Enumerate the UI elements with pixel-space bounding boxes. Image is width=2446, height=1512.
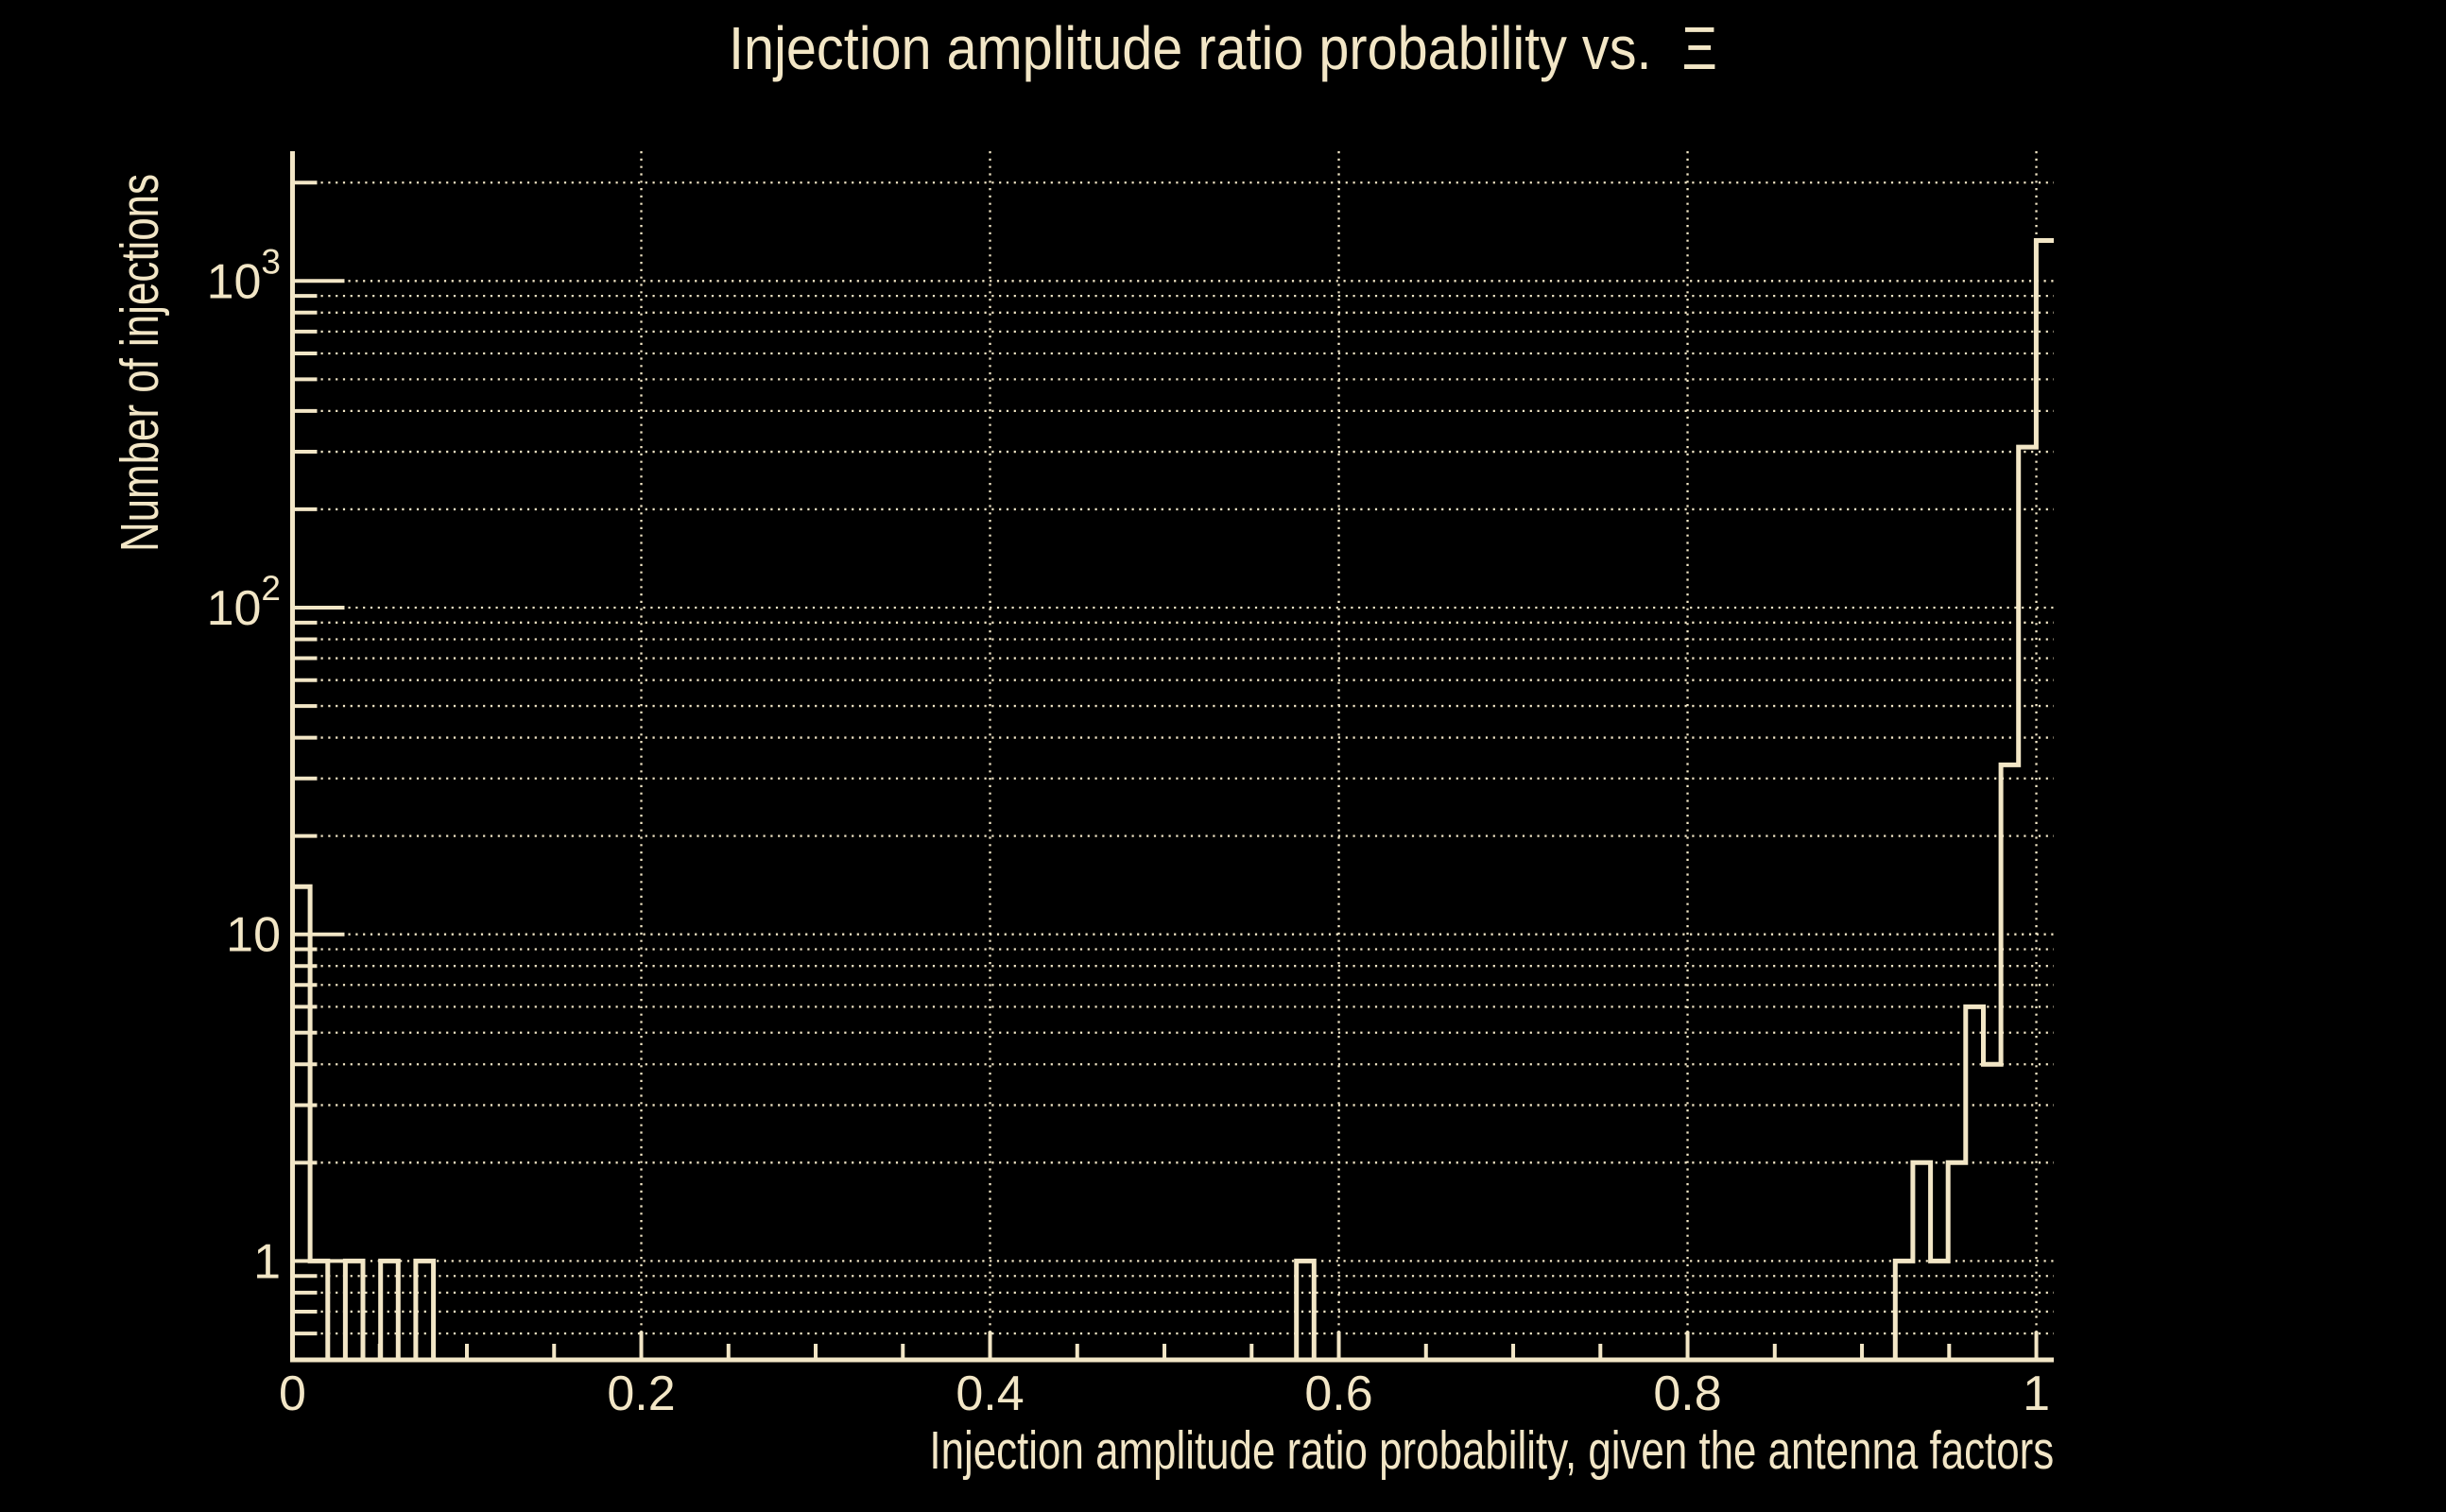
x-tick-label: 0.2 (607, 1366, 675, 1421)
y-axis-title: Number of injections (110, 173, 170, 553)
y-tick-label: 1 (253, 1234, 281, 1289)
y-tick-label: 103 (207, 242, 281, 309)
histogram-outline (290, 238, 2054, 1363)
chart-title: Injection amplitude ratio probability vs… (729, 14, 1717, 82)
x-tick-label: 1 (2023, 1366, 2050, 1421)
x-axis-title: Injection amplitude ratio probability, g… (929, 1420, 2054, 1481)
x-tick-label: 0.4 (956, 1366, 1024, 1421)
x-tick-label: 0.6 (1304, 1366, 1372, 1421)
y-tick-label: 102 (207, 569, 281, 636)
x-tick-label: 0.8 (1653, 1366, 1721, 1421)
y-tick-label: 10 (226, 908, 281, 963)
x-tick-label: 0 (279, 1366, 306, 1421)
